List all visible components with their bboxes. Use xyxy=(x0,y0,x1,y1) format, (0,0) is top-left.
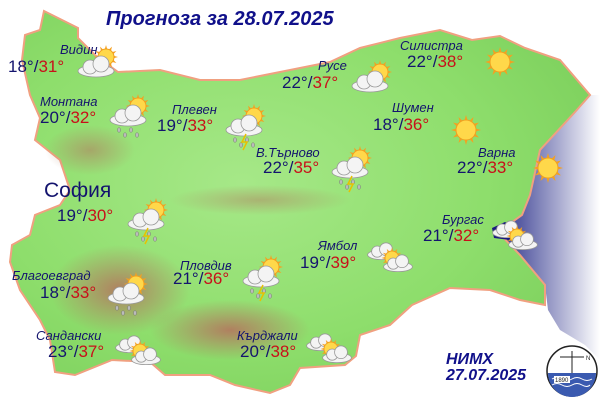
low-temp: 20° xyxy=(240,342,266,361)
temperature-range: 19°/33° xyxy=(157,116,214,135)
thunderstorm-icon xyxy=(127,198,172,251)
city-name: Бургас xyxy=(442,212,484,227)
sun xyxy=(451,115,481,145)
low-temp: 22° xyxy=(407,52,433,71)
high-temp: 32° xyxy=(453,226,480,245)
sun-icon xyxy=(530,150,574,203)
low-temp: 23° xyxy=(48,342,74,361)
temperature-range: 20°/38° xyxy=(240,342,297,361)
city-name: София xyxy=(44,179,112,202)
city-name: Благоевград xyxy=(12,268,91,283)
city-name: В.Търново xyxy=(256,145,320,160)
temperature-range: 23°/37° xyxy=(48,342,105,361)
temperature-range: 22°/35° xyxy=(263,158,320,177)
city-name: Силистра xyxy=(400,38,463,53)
low-temp: 19° xyxy=(300,253,326,272)
city-name: Русе xyxy=(318,58,347,73)
issue-date: 27.07.2025 xyxy=(446,367,527,384)
rhodope-mountains xyxy=(150,300,310,360)
temperature-range: 22°/37° xyxy=(282,73,339,92)
city-name: Видин xyxy=(60,42,98,57)
low-temp: 21° xyxy=(423,226,449,245)
sun-clouds-icon xyxy=(115,333,161,386)
low-temp: 22° xyxy=(282,73,308,92)
temperature-range: 22°/33° xyxy=(457,158,514,177)
high-temp: 33° xyxy=(70,283,97,302)
thunderstorm-icon xyxy=(242,255,287,308)
low-temp: 22° xyxy=(263,158,289,177)
balkan-mountains-central xyxy=(170,185,350,215)
city-name: Шумен xyxy=(392,100,434,115)
partly-cloudy-icon xyxy=(77,45,122,98)
high-temp: 36° xyxy=(403,115,430,134)
low-temp: 18° xyxy=(40,283,66,302)
temperature-range: 21°/32° xyxy=(423,226,480,245)
low-temp: 19° xyxy=(57,206,83,225)
temperature-range: 18°/36° xyxy=(373,115,430,134)
high-temp: 33° xyxy=(487,158,514,177)
black-sea xyxy=(498,95,600,360)
temperature-range: 19°/30° xyxy=(57,206,114,225)
city-name: Плевен xyxy=(172,102,217,117)
temperature-range: 18°/33° xyxy=(40,283,97,302)
city-name: Монтана xyxy=(40,94,98,109)
temperature-range: 21°/36° xyxy=(173,269,230,288)
sun-clouds-icon xyxy=(306,331,352,384)
balkan-mountains-west xyxy=(45,125,135,175)
city-name: Варна xyxy=(478,145,516,160)
high-temp: 32° xyxy=(70,108,97,127)
forecast-title: Прогноза за 28.07.2025 xyxy=(106,8,334,30)
cloud-sun-rain-icon xyxy=(107,272,152,325)
sun xyxy=(533,153,563,183)
high-temp: 36° xyxy=(203,269,230,288)
high-temp: 31° xyxy=(38,57,65,76)
low-temp: 21° xyxy=(173,269,199,288)
high-temp: 39° xyxy=(330,253,357,272)
high-temp: 37° xyxy=(312,73,339,92)
temperature-range: 22°/38° xyxy=(407,52,464,71)
sun-clouds-icon xyxy=(492,218,538,271)
cloud-sun-rain-icon xyxy=(109,94,154,147)
temperature-range: 20°/32° xyxy=(40,108,97,127)
high-temp: 38° xyxy=(437,52,464,71)
city-name: Сандански xyxy=(36,328,102,343)
thunderstorm-icon xyxy=(331,146,376,199)
low-temp: 18° xyxy=(373,115,399,134)
high-temp: 35° xyxy=(293,158,320,177)
temperature-range: 19°/39° xyxy=(300,253,357,272)
high-temp: 38° xyxy=(270,342,297,361)
low-temp: 22° xyxy=(457,158,483,177)
sun-icon xyxy=(482,44,526,97)
thunderstorm-icon xyxy=(225,104,270,157)
logo-north-label: N xyxy=(586,356,590,362)
low-temp: 19° xyxy=(157,116,183,135)
city-name: Кърджали xyxy=(237,328,298,343)
sun xyxy=(485,47,515,77)
city-name: Ямбол xyxy=(318,238,358,253)
high-temp: 30° xyxy=(87,206,114,225)
low-temp: 20° xyxy=(40,108,66,127)
sun-clouds-icon xyxy=(367,240,413,293)
organization-name: НИМХ xyxy=(446,351,494,368)
high-temp: 37° xyxy=(78,342,105,361)
high-temp: 33° xyxy=(187,116,214,135)
temperature-range: 18°/31° xyxy=(8,57,65,76)
credit-block: НИМХ 27.07.2025 xyxy=(446,352,526,384)
logo-year: 1890 xyxy=(555,378,569,384)
sun-icon xyxy=(448,112,492,165)
low-temp: 18° xyxy=(8,57,34,76)
nimh-logo: N 1890 xyxy=(546,345,598,397)
city-name: Пловдив xyxy=(180,258,232,273)
partly-cloudy-icon xyxy=(351,60,396,113)
